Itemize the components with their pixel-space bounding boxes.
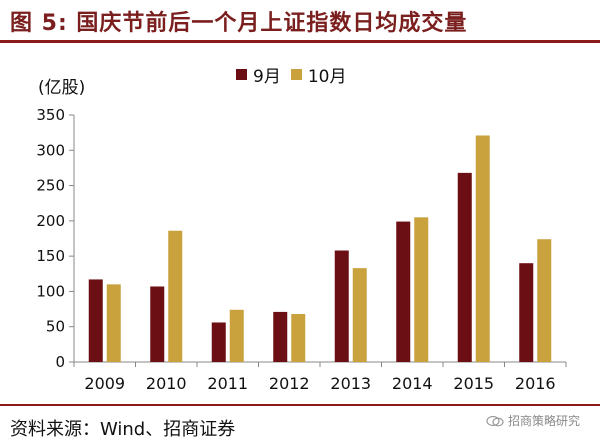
watermark: 招商策略研究 — [486, 412, 580, 429]
bar-oct-2011 — [229, 309, 244, 362]
title-rule — [0, 40, 600, 43]
y-tick-label: 150 — [36, 247, 65, 265]
wechat-icon — [486, 415, 504, 426]
x-tick-label: 2014 — [392, 374, 433, 393]
y-tick-label: 0 — [55, 353, 65, 371]
x-tick-label: 2012 — [269, 374, 310, 393]
watermark-text: 招商策略研究 — [507, 414, 580, 428]
x-tick-label: 2016 — [515, 374, 556, 393]
legend-label-sep: 9月 — [253, 67, 281, 87]
x-tick-label: 2013 — [330, 374, 371, 393]
bar-sep-2016 — [519, 263, 534, 362]
bar-oct-2009 — [106, 284, 121, 362]
y-tick-label: 100 — [36, 282, 65, 300]
bar-sep-2009 — [88, 279, 103, 362]
bar-oct-2013 — [352, 268, 367, 362]
legend-swatch-oct — [290, 69, 302, 80]
bar-sep-2012 — [273, 311, 288, 362]
x-tick-label: 2010 — [146, 374, 187, 393]
x-tick-label: 2015 — [453, 374, 494, 393]
legend-item-sep: 9月 — [236, 62, 281, 87]
footer-rule — [0, 404, 600, 406]
bar-sep-2014 — [396, 221, 411, 362]
y-tick-label: 350 — [36, 106, 65, 124]
bar-chart: 0 50 100 150 200 250 300 350 2009 2010 2011 2012 201… — [36, 106, 567, 393]
y-tick-label: 50 — [46, 318, 65, 336]
legend-item-oct: 10月 — [290, 62, 347, 87]
y-axis-label: (亿股) — [38, 78, 86, 98]
y-tick-label: 300 — [36, 141, 65, 159]
x-tick-label: 2009 — [84, 374, 125, 393]
legend-label-oct: 10月 — [307, 67, 347, 87]
bar-sep-2010 — [150, 286, 165, 362]
bar-oct-2014 — [414, 217, 429, 362]
x-tick-label: 2011 — [207, 374, 248, 393]
bar-oct-2015 — [475, 135, 490, 362]
bar-oct-2012 — [291, 314, 306, 362]
bar-oct-2010 — [168, 230, 183, 362]
source-note: 资料来源：Wind、招商证券 — [10, 419, 236, 440]
bar-sep-2015 — [457, 172, 472, 362]
figure-title: 图 5: 国庆节前后一个月上证指数日均成交量 — [10, 11, 468, 36]
bar-oct-2016 — [537, 239, 552, 362]
y-tick-label: 250 — [36, 177, 65, 195]
bar-sep-2011 — [211, 322, 226, 362]
bar-sep-2013 — [334, 250, 349, 362]
y-tick-label: 200 — [36, 212, 65, 230]
legend-swatch-sep — [236, 69, 247, 80]
legend: 9月 10月 — [236, 62, 356, 87]
title-bar: 图 5: 国庆节前后一个月上证指数日均成交量 — [0, 0, 600, 40]
